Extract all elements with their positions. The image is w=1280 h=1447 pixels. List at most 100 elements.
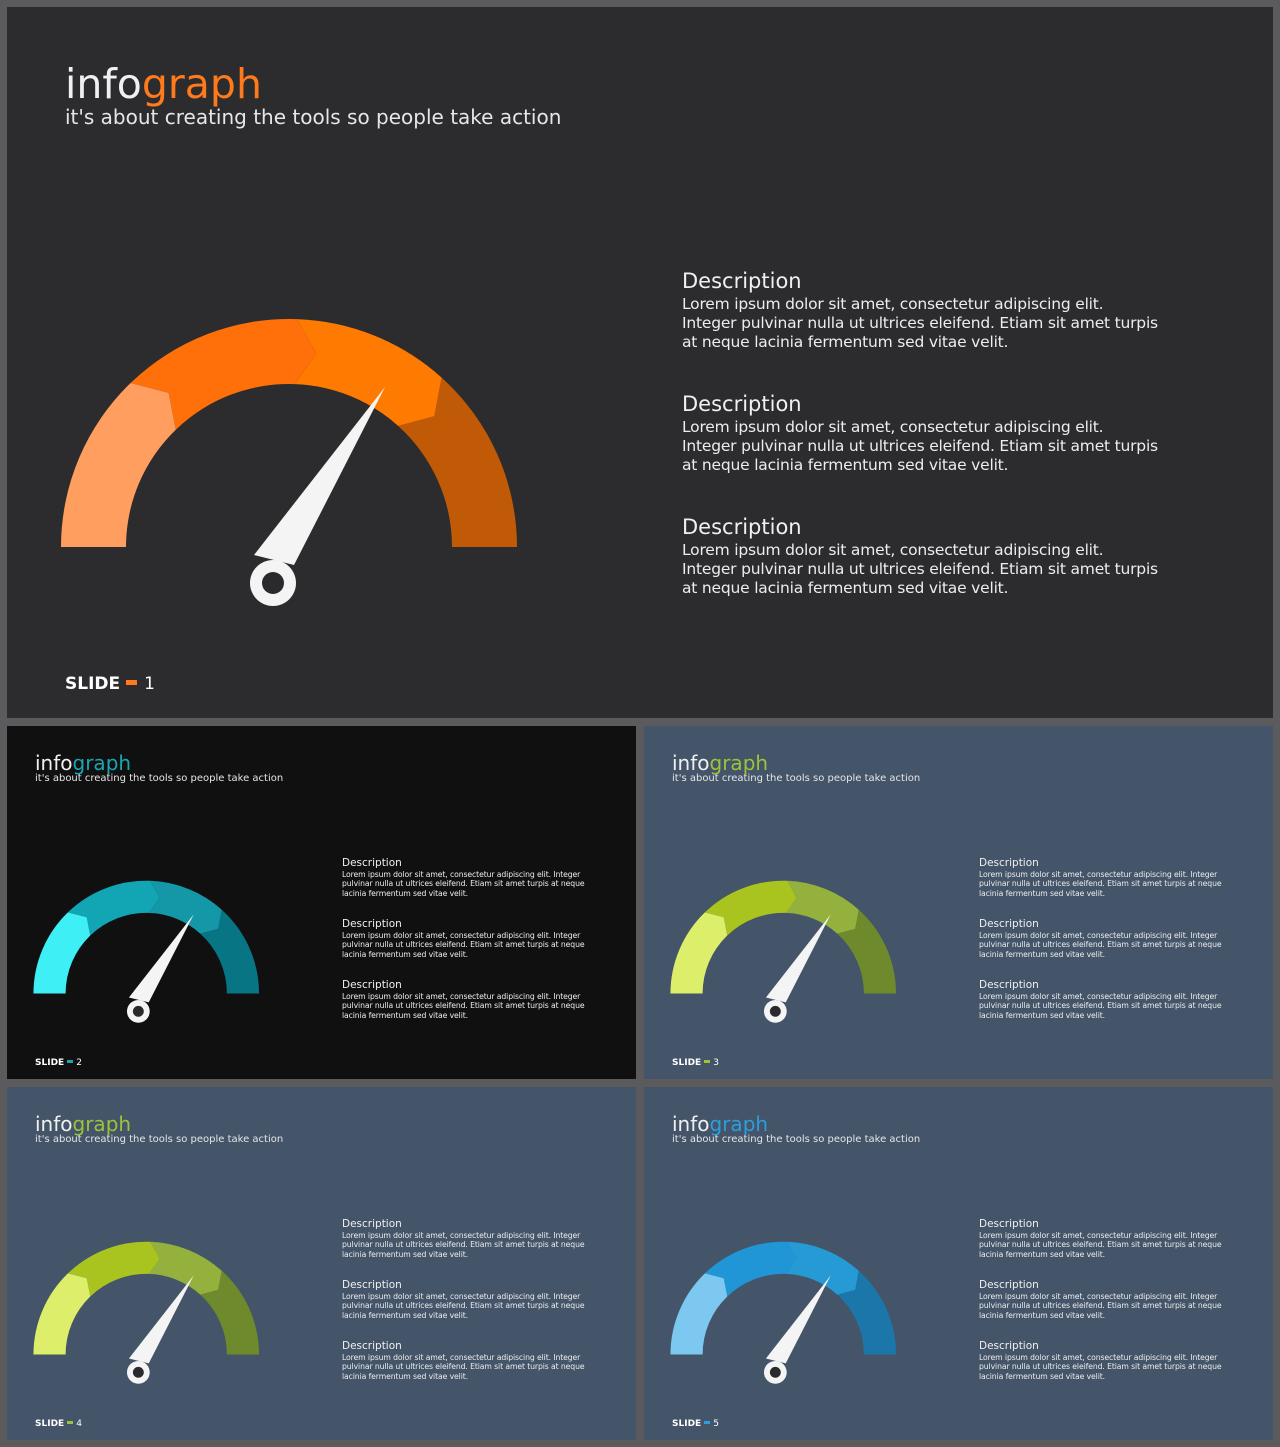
brand-logo: infograph	[35, 1114, 131, 1134]
description-text: Lorem ipsum dolor sit amet, consectetur …	[342, 870, 585, 898]
description-text: Lorem ipsum dolor sit amet, consectetur …	[979, 1353, 1222, 1381]
brand-prefix: info	[35, 751, 73, 775]
gauge-meter	[33, 880, 260, 1023]
gauge-needle	[128, 914, 194, 1003]
gauge-segment-2	[704, 880, 797, 936]
brand-suffix: graph	[141, 60, 262, 108]
description-block-1: Description Lorem ipsum dolor sit amet, …	[342, 1218, 587, 1259]
description-block-1: Description Lorem ipsum dolor sit amet, …	[979, 857, 1224, 898]
slide-label: SLIDE	[65, 674, 121, 694]
slide-footer: SLIDE 1	[65, 674, 155, 694]
slide-separator	[704, 1060, 711, 1063]
slide-footer: SLIDE 5	[672, 1419, 719, 1429]
brand-prefix: info	[35, 1112, 73, 1136]
gauge-needle	[254, 387, 385, 565]
gauge-segment-2	[67, 880, 160, 936]
brand-suffix: graph	[72, 751, 132, 775]
description-block-3: Description Lorem ipsum dolor sit amet, …	[979, 979, 1224, 1020]
slide-separator	[126, 680, 138, 685]
gauge-segment-4	[200, 1270, 260, 1355]
gauge-segment-3	[786, 880, 859, 934]
slide-footer: SLIDE 2	[35, 1058, 82, 1068]
description-block-2: Description Lorem ipsum dolor sit amet, …	[979, 1279, 1224, 1320]
gauge-segment-4	[837, 1270, 897, 1355]
gauge-meter	[670, 880, 897, 1023]
brand-suffix: graph	[709, 751, 769, 775]
slide-label: SLIDE	[672, 1058, 702, 1068]
brand-logo: infograph	[672, 1114, 768, 1134]
slide-number: 3	[713, 1058, 719, 1068]
gauge-needle	[765, 1275, 831, 1364]
tagline: it's about creating the tools so people …	[35, 1134, 284, 1145]
description-text: Lorem ipsum dolor sit amet, consectetur …	[682, 541, 1158, 597]
gauge-segment-1	[670, 1273, 728, 1355]
description-text: Lorem ipsum dolor sit amet, consectetur …	[342, 931, 585, 959]
description-block-3: Description Lorem ipsum dolor sit amet, …	[979, 1340, 1224, 1381]
slide-label: SLIDE	[35, 1058, 65, 1068]
gauge-segment-1	[61, 383, 176, 547]
description-text: Lorem ipsum dolor sit amet, consectetur …	[979, 1292, 1222, 1320]
description-text: Lorem ipsum dolor sit amet, consectetur …	[342, 992, 585, 1020]
gauge-segment-1	[33, 912, 91, 994]
description-title: Description	[342, 1340, 402, 1352]
slide-label: SLIDE	[672, 1419, 702, 1429]
description-block-3: Description Lorem ipsum dolor sit amet, …	[342, 979, 587, 1020]
description-text: Lorem ipsum dolor sit amet, consectetur …	[342, 1231, 585, 1259]
description-block-1: Description Lorem ipsum dolor sit amet, …	[342, 857, 587, 898]
description-title: Description	[342, 1218, 402, 1230]
brand-prefix: info	[672, 1112, 710, 1136]
brand-prefix: info	[672, 751, 710, 775]
description-text: Lorem ipsum dolor sit amet, consectetur …	[682, 295, 1158, 351]
description-title: Description	[979, 979, 1039, 991]
gauge-needle-hole	[132, 1005, 144, 1017]
description-block-1: Description Lorem ipsum dolor sit amet, …	[682, 269, 1162, 352]
gauge-needle-hole	[132, 1366, 144, 1378]
gauge-needle-hole	[262, 572, 284, 594]
description-block-2: Description Lorem ipsum dolor sit amet, …	[342, 1279, 587, 1320]
slide-number: 5	[713, 1419, 719, 1429]
gauge-needle-hole	[769, 1366, 781, 1378]
gauge-segment-3	[149, 880, 222, 934]
gauge-segment-3	[294, 319, 442, 426]
slide-4[interactable]: infograph it's about creating the tools …	[7, 1087, 636, 1440]
description-title: Description	[682, 269, 802, 293]
description-block-2: Description Lorem ipsum dolor sit amet, …	[682, 392, 1162, 475]
slide-separator	[67, 1421, 74, 1424]
gauge-segment-1	[670, 912, 728, 994]
gauge-segment-3	[786, 1241, 859, 1295]
slide-2[interactable]: infograph it's about creating the tools …	[7, 726, 636, 1079]
description-block-3: Description Lorem ipsum dolor sit amet, …	[682, 515, 1162, 598]
gauge-meter	[670, 1241, 897, 1384]
slide-number: 2	[76, 1058, 82, 1068]
gauge-segment-1	[33, 1273, 91, 1355]
description-title: Description	[979, 1279, 1039, 1291]
description-text: Lorem ipsum dolor sit amet, consectetur …	[682, 418, 1158, 474]
slide-1[interactable]: infograph it's about creating the tools …	[7, 7, 1273, 718]
description-title: Description	[979, 857, 1039, 869]
description-title: Description	[979, 1218, 1039, 1230]
gauge-meter	[33, 1241, 260, 1384]
gauge-needle-hole	[769, 1005, 781, 1017]
slide-5[interactable]: infograph it's about creating the tools …	[644, 1087, 1273, 1440]
tagline: it's about creating the tools so people …	[672, 773, 921, 784]
tagline: it's about creating the tools so people …	[35, 773, 284, 784]
slide-footer: SLIDE 4	[35, 1419, 82, 1429]
description-title: Description	[979, 1340, 1039, 1352]
description-block-1: Description Lorem ipsum dolor sit amet, …	[979, 1218, 1224, 1259]
gauge-segment-2	[704, 1241, 797, 1297]
slide-number: 1	[144, 674, 155, 694]
description-block-2: Description Lorem ipsum dolor sit amet, …	[979, 918, 1224, 959]
description-text: Lorem ipsum dolor sit amet, consectetur …	[342, 1353, 585, 1381]
slide-3[interactable]: infograph it's about creating the tools …	[644, 726, 1273, 1079]
description-block-3: Description Lorem ipsum dolor sit amet, …	[342, 1340, 587, 1381]
slide-number: 4	[76, 1419, 82, 1429]
tagline: it's about creating the tools so people …	[65, 105, 562, 129]
description-title: Description	[342, 857, 402, 869]
description-text: Lorem ipsum dolor sit amet, consectetur …	[342, 1292, 585, 1320]
description-title: Description	[682, 392, 802, 416]
description-text: Lorem ipsum dolor sit amet, consectetur …	[979, 931, 1222, 959]
tagline: it's about creating the tools so people …	[672, 1134, 921, 1145]
gauge-segment-4	[200, 909, 260, 994]
brand-logo: infograph	[672, 753, 768, 773]
brand-logo: infograph	[35, 753, 131, 773]
